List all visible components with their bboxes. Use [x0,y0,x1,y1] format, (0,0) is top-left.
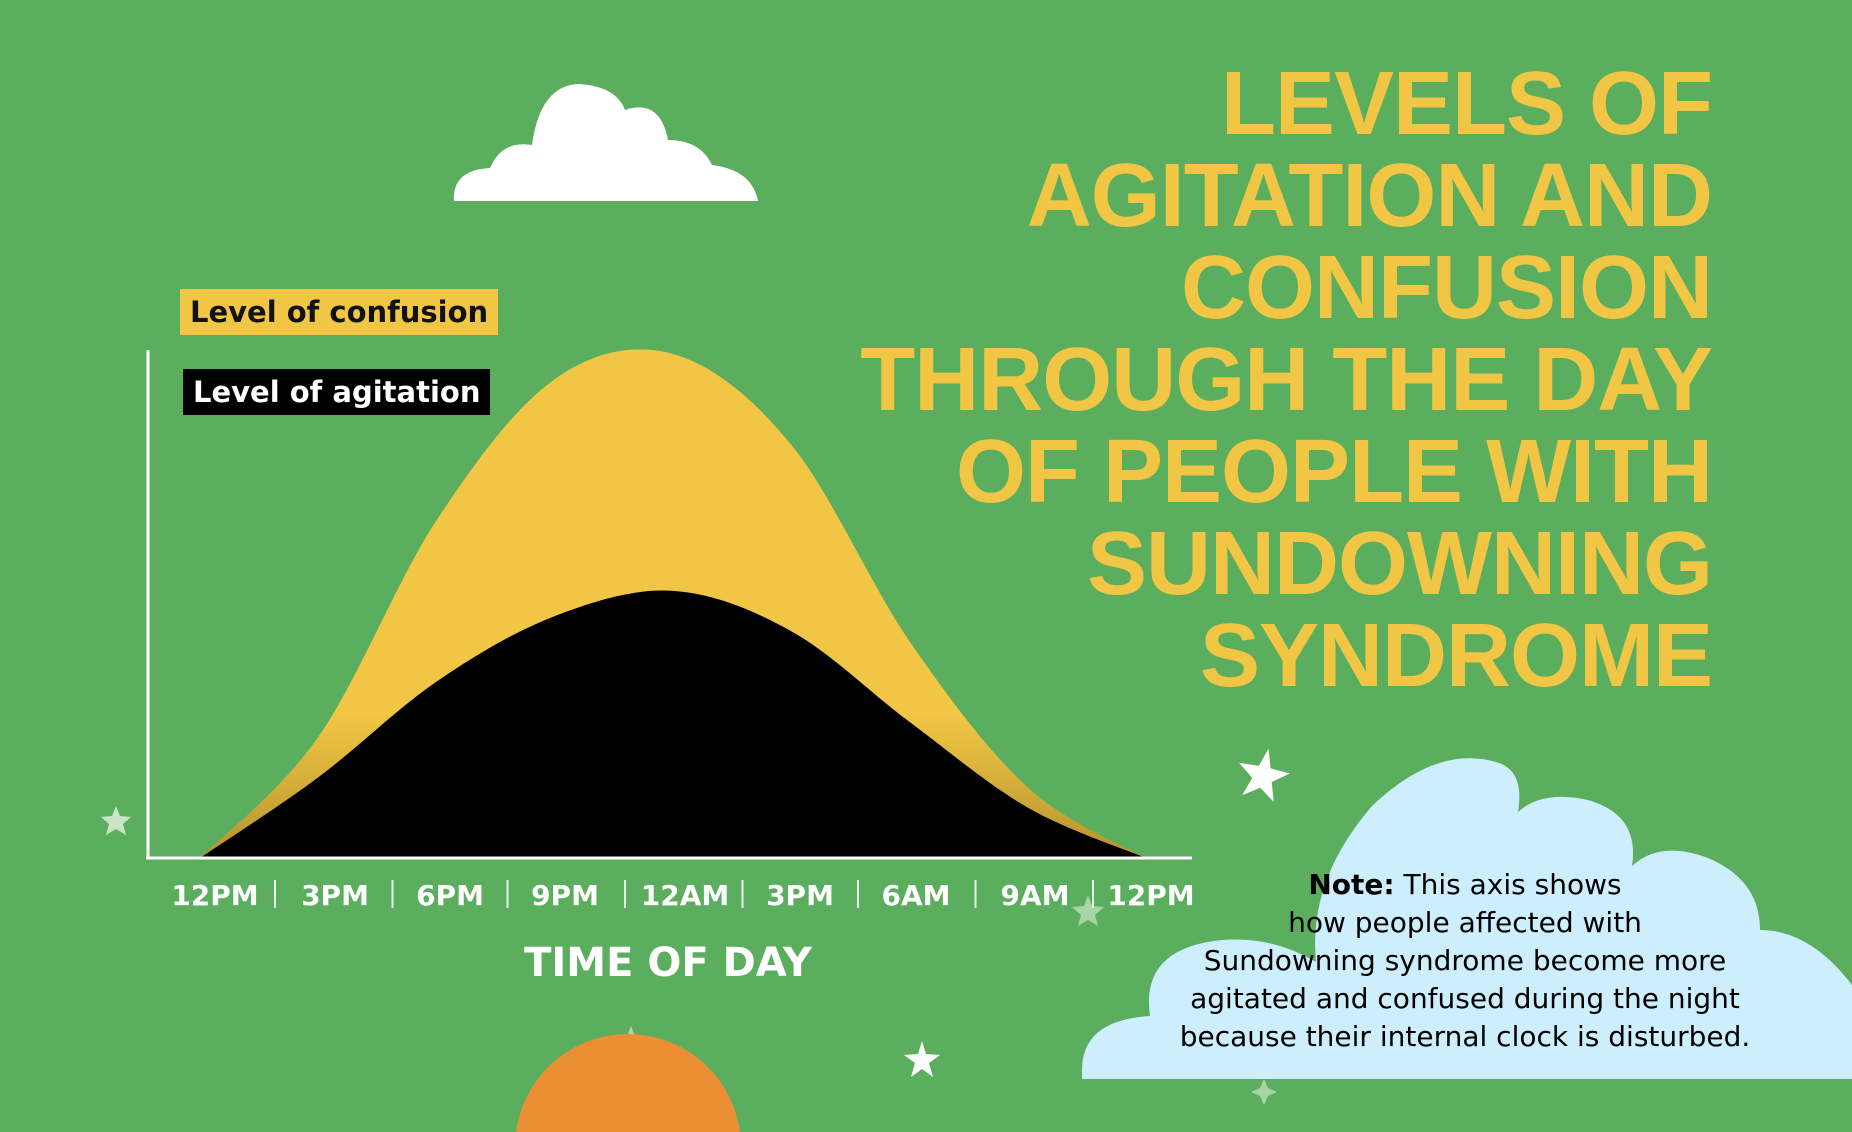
star-icon [101,748,1290,1077]
page-title: LEVELS OF AGITATION AND CONFUSION THROUG… [812,54,1713,706]
title-line: OF PEOPLE WITH [955,422,1713,522]
note-line: agitated and confused during the night [1190,982,1740,1015]
note-line: This axis shows [1403,868,1622,901]
x-tick-label: 3PM [766,879,834,912]
x-tick-label: 9PM [531,879,599,912]
title-line: AGITATION AND [1026,146,1713,246]
note-line: Sundowning syndrome become more [1203,944,1727,977]
x-tick-label: 12PM [1107,879,1194,912]
legend-agitation: Level of agitation [183,369,491,415]
note-line: because their internal clock is disturbe… [1179,1020,1751,1053]
chart-area: 12PM 3PM 6PM 9PM 12AM 3PM 6AM 9AM 12PM [146,349,1195,912]
x-tick-label: 6AM [881,879,950,912]
sun-icon [516,1033,740,1132]
title-line: SYNDROME [1199,606,1713,706]
white-cloud-icon [453,84,758,201]
x-tick-label: 3PM [301,879,369,912]
x-tick-label: 9AM [1000,879,1069,912]
series-area-agitation [200,590,1146,858]
legend-confusion: Level of confusion [180,289,499,335]
x-tick-label: 12AM [641,879,730,912]
x-axis-title: TIME OF DAY [524,940,812,986]
title-line: LEVELS OF [1220,54,1713,154]
title-line: SUNDOWNING [1087,514,1713,614]
note-text: Note: This axis shows how people affecte… [1170,866,1760,1056]
x-tick-label: 12PM [171,879,258,912]
note-label: Note: [1308,868,1395,901]
title-line: THROUGH THE DAY [860,330,1713,430]
note-line: how people affected with [1288,906,1642,939]
x-tick-label: 6PM [416,879,484,912]
title-line: CONFUSION [1181,238,1713,338]
note-cloud-icon [1082,758,1852,1079]
